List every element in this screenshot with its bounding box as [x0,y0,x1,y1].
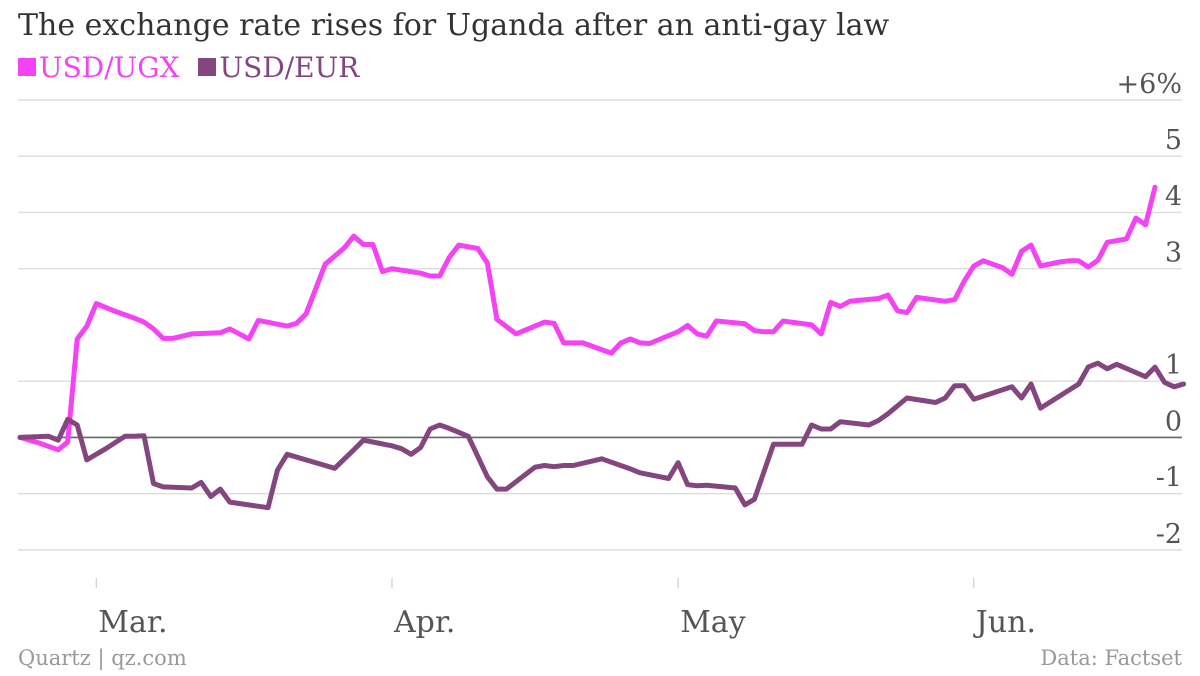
legend-label-usd-eur: USD/EUR [219,51,360,84]
y-tick-label: 1 [1165,350,1182,381]
footer-source-left: Quartz | qz.com [18,646,187,670]
y-tick-label: 3 [1165,238,1182,269]
y-tick-label: -2 [1156,519,1182,550]
chart-legend: USD/UGX USD/EUR [18,51,369,84]
series-line-usd-ugx [17,184,1158,453]
y-tick-label: 4 [1165,181,1182,212]
y-tick-label: 0 [1165,406,1182,437]
legend-item-usd-eur: USD/EUR [198,51,359,84]
legend-item-usd-ugx: USD/UGX [18,51,188,84]
grid-layer [18,99,1182,588]
series-layer [17,184,1187,511]
x-tick-label: Mar. [98,605,167,640]
legend-swatch-usd-ugx [18,58,36,76]
x-tick-label: Apr. [393,605,455,640]
chart-title: The exchange rate rises for Uganda after… [18,8,890,43]
y-tick-label: -1 [1156,463,1182,494]
legend-swatch-usd-eur [198,58,217,76]
series-line-usd-eur [17,360,1187,511]
x-axis-labels: Mar. Apr. May Jun. [98,605,1036,640]
x-tick-label: May [680,605,746,640]
y-tick-label: +6% [1117,69,1182,100]
legend-label-usd-ugx: USD/UGX [39,51,180,84]
x-tick-label: Jun. [973,605,1036,640]
footer-source-right: Data: Factset [1040,646,1182,670]
y-axis-labels: +6% 5 4 3 1 0 -1 -2 [1117,69,1182,550]
y-tick-label: 5 [1165,125,1182,156]
